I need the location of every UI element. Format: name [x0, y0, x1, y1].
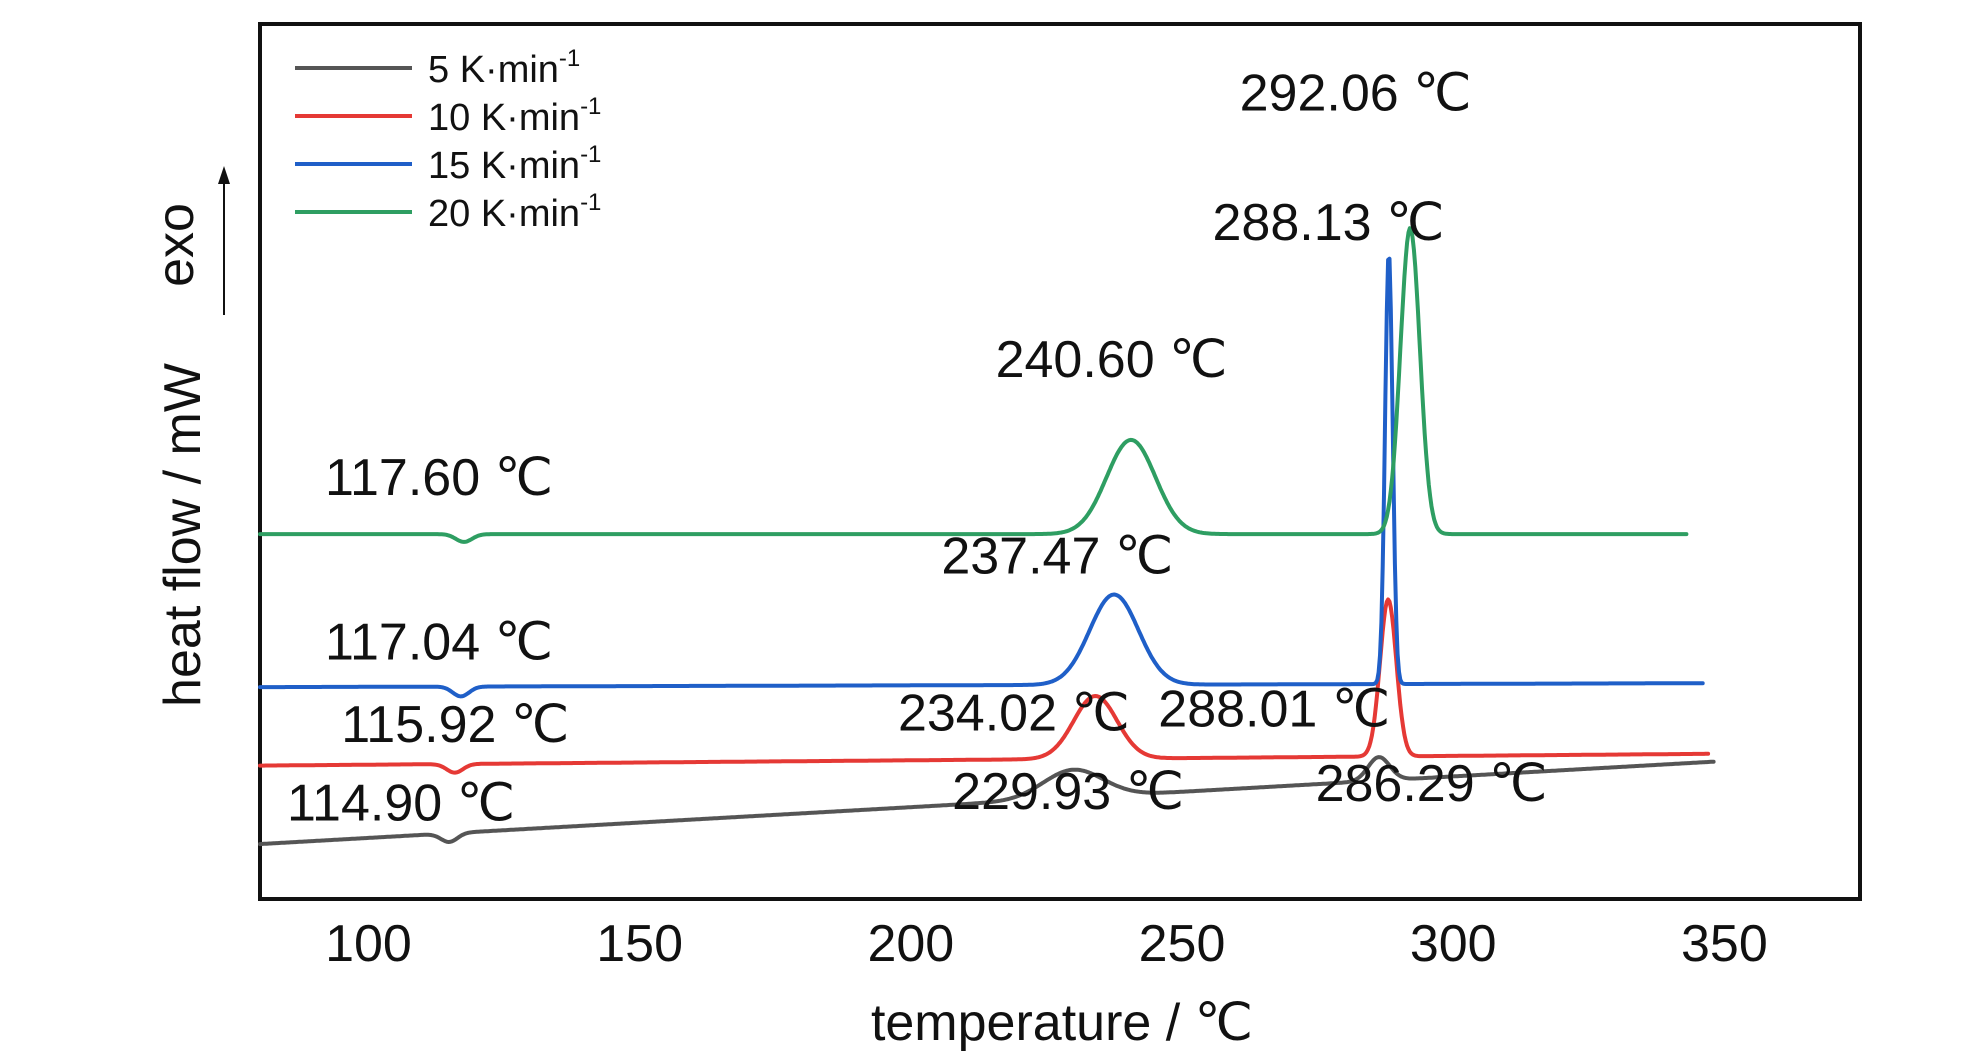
series-curves — [258, 226, 1716, 847]
x-tick-label: 100 — [325, 915, 412, 973]
peak-label: 115.92 ℃ — [341, 696, 569, 754]
exo-indicator: exo — [147, 166, 230, 315]
peak-label: 117.04 ℃ — [325, 614, 553, 672]
peak-label: 117.60 ℃ — [325, 449, 553, 507]
legend-label: 20 K·min-1 — [428, 189, 601, 235]
plot-frame — [258, 22, 1862, 901]
exo-arrow-head — [218, 166, 230, 184]
exo-label: exo — [147, 203, 205, 287]
x-tick-label: 300 — [1410, 915, 1497, 973]
x-axis-ticks: 100 150 200 250 300 350 — [325, 915, 1768, 973]
series-line — [258, 597, 1711, 775]
peak-label: 292.06 ℃ — [1240, 64, 1472, 122]
series-line — [258, 256, 1705, 699]
peak-label: 286.29 ℃ — [1316, 755, 1548, 813]
series-line — [258, 226, 1689, 544]
peak-label: 288.13 ℃ — [1213, 194, 1445, 252]
legend-label: 10 K·min-1 — [428, 93, 601, 139]
x-tick-label: 350 — [1681, 915, 1768, 973]
y-axis-title: heat flow / mW — [154, 363, 212, 707]
legend: 5 K·min-110 K·min-115 K·min-120 K·min-1 — [295, 45, 601, 235]
peak-label: 240.60 ℃ — [996, 331, 1228, 389]
x-tick-label: 250 — [1139, 915, 1226, 973]
peak-label: 288.01 ℃ — [1158, 680, 1390, 738]
x-tick-label: 150 — [596, 915, 683, 973]
peak-annotations: 292.06 ℃ 288.13 ℃ 240.60 ℃ 117.60 ℃ 237.47 ℃… — [287, 64, 1547, 832]
legend-label: 15 K·min-1 — [428, 141, 601, 187]
x-axis-title: temperature / ℃ — [871, 994, 1253, 1052]
peak-label: 229.93 ℃ — [952, 763, 1184, 821]
legend-label: 5 K·min-1 — [428, 45, 580, 91]
peak-label: 234.02 ℃ — [898, 684, 1130, 742]
series-line — [258, 755, 1716, 847]
peak-label: 237.47 ℃ — [941, 527, 1173, 585]
peak-label: 114.90 ℃ — [287, 775, 515, 833]
x-tick-label: 200 — [867, 915, 954, 973]
